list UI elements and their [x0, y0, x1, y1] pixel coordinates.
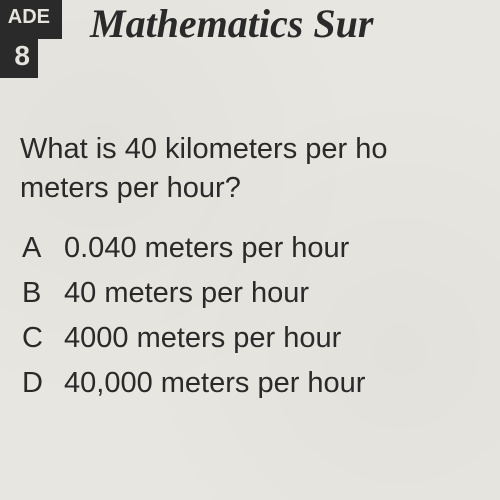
choice-letter: D — [22, 361, 64, 406]
choice-text: 40,000 meters per hour — [64, 361, 500, 406]
question-section: What is 40 kilometers per ho meters per … — [0, 95, 500, 406]
choice-text: 0.040 meters per hour — [64, 226, 500, 271]
choice-a: A 0.040 meters per hour — [22, 226, 500, 271]
choice-letter: C — [22, 316, 64, 361]
choice-b: B 40 meters per hour — [22, 271, 500, 316]
question-line-1: What is 40 kilometers per ho — [20, 133, 387, 165]
choice-letter: B — [22, 271, 64, 316]
choice-d: D 40,000 meters per hour — [22, 361, 500, 406]
header-section: ADE 8 Mathematics Sur — [0, 0, 500, 95]
answer-choices: A 0.040 meters per hour B 40 meters per … — [20, 226, 500, 406]
choice-c: C 4000 meters per hour — [22, 316, 500, 361]
page-title: Mathematics Sur — [90, 0, 373, 47]
question-line-2: meters per hour? — [20, 172, 241, 204]
grade-number-box: 8 — [0, 36, 38, 78]
question-text: What is 40 kilometers per ho meters per … — [20, 130, 500, 208]
choice-text: 4000 meters per hour — [64, 316, 500, 361]
choice-text: 40 meters per hour — [64, 271, 500, 316]
choice-letter: A — [22, 226, 64, 271]
grade-label-box: ADE — [0, 0, 62, 39]
